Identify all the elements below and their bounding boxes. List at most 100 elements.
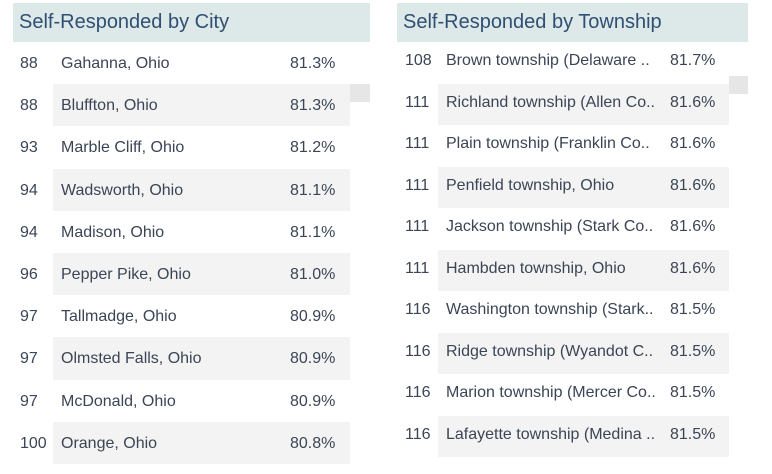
percent-cell: 81.2% (290, 139, 336, 157)
name-cell: Olmsted Falls, Ohio (61, 350, 202, 368)
name-cell: Washington township (Stark.. (446, 301, 654, 318)
percent-cell: 81.6% (670, 218, 716, 235)
township-rows: 108 Brown township (Delaware .. 81.7% 111 Ri… (397, 42, 748, 457)
table-row[interactable]: 116 Marion township (Mercer Co.. 81.5% (397, 374, 748, 416)
city-rows: 88 Gahanna, Ohio 81.3% 88 Bluffton, Ohio 81.3… (13, 42, 370, 464)
percent-cell: 80.9% (290, 350, 336, 368)
name-cell: Marion township (Mercer Co.. (446, 384, 656, 401)
table-row[interactable]: 108 Brown township (Delaware .. 81.7% (397, 42, 748, 84)
city-panel-title: Self-Responded by City (13, 3, 370, 42)
rank-cell: 111 (405, 93, 430, 111)
rank-cell: 116 (405, 384, 431, 401)
rank-cell: 88 (20, 97, 38, 115)
table-row[interactable]: 96 Pepper Pike, Ohio 81.0% (13, 252, 370, 296)
row-band (53, 421, 350, 464)
rank-cell: 111 (405, 259, 430, 277)
name-cell: Plain township (Franklin Co.. (446, 135, 650, 152)
table-row[interactable]: 111 Hambden township, Ohio 81.6% (397, 249, 748, 291)
percent-cell: 80.8% (290, 434, 336, 452)
rank-cell: 100 (20, 434, 47, 452)
name-cell: Penfield township, Ohio (446, 176, 615, 194)
percent-cell: 81.3% (290, 97, 336, 115)
row-band (438, 166, 729, 208)
percent-cell: 81.7% (670, 52, 716, 69)
rank-cell: 88 (20, 55, 38, 72)
table-row[interactable]: 111 Richland township (Allen Co.. 81.6% (397, 83, 748, 125)
name-cell: Tallmadge, Ohio (61, 308, 177, 326)
table-row[interactable]: 88 Gahanna, Ohio 81.3% (13, 42, 370, 84)
name-cell: Jackson township (Stark Co.. (446, 218, 654, 235)
table-row[interactable]: 116 Lafayette township (Medina .. 81.5% (397, 415, 748, 457)
name-cell: Lafayette township (Medina .. (446, 425, 656, 443)
rank-cell: 97 (20, 392, 38, 410)
row-band (438, 249, 729, 291)
row-band (53, 252, 350, 296)
row-band (438, 83, 729, 125)
name-cell: Gahanna, Ohio (61, 55, 170, 72)
township-panel-title: Self-Responded by Township (397, 3, 748, 42)
percent-cell: 80.9% (290, 392, 336, 410)
table-row[interactable]: 100 Orange, Ohio 80.8% (13, 421, 370, 464)
percent-cell: 81.6% (670, 135, 716, 152)
name-cell: Richland township (Allen Co.. (446, 93, 655, 111)
rank-cell: 116 (405, 342, 431, 360)
name-cell: Pepper Pike, Ohio (61, 265, 191, 283)
percent-cell: 81.5% (670, 425, 716, 443)
name-cell: Hambden township, Ohio (446, 259, 626, 277)
percent-cell: 81.1% (290, 223, 336, 241)
table-row[interactable]: 111 Penfield township, Ohio 81.6% (397, 166, 748, 208)
city-scrollbar-thumb[interactable] (350, 84, 370, 102)
table-row[interactable]: 116 Washington township (Stark.. 81.5% (397, 291, 748, 333)
rank-cell: 96 (20, 265, 38, 283)
table-row[interactable]: 97 Tallmadge, Ohio 80.9% (13, 295, 370, 337)
row-band (53, 337, 350, 380)
percent-cell: 81.1% (290, 181, 336, 199)
percent-cell: 80.9% (290, 308, 336, 326)
row-band (438, 332, 729, 374)
percent-cell: 81.5% (670, 342, 716, 360)
name-cell: Ridge township (Wyandot C.. (446, 342, 654, 360)
row-band (438, 415, 729, 457)
rank-cell: 111 (405, 218, 430, 235)
rank-cell: 97 (20, 308, 38, 326)
rank-cell: 108 (405, 52, 432, 69)
percent-cell: 81.5% (670, 301, 716, 318)
rank-cell: 111 (405, 135, 430, 152)
percent-cell: 81.0% (290, 265, 336, 283)
percent-cell: 81.6% (670, 176, 716, 194)
table-row[interactable]: 94 Wadsworth, Ohio 81.1% (13, 168, 370, 211)
table-row[interactable]: 94 Madison, Ohio 81.1% (13, 211, 370, 253)
rank-cell: 94 (20, 223, 38, 241)
rank-cell: 111 (405, 176, 430, 194)
name-cell: Bluffton, Ohio (61, 97, 158, 115)
city-table[interactable]: 88 Gahanna, Ohio 81.3% 88 Bluffton, Ohio 81.3… (13, 42, 370, 464)
table-row[interactable]: 97 McDonald, Ohio 80.9% (13, 380, 370, 422)
row-band (53, 84, 350, 127)
table-row[interactable]: 111 Plain township (Franklin Co.. 81.6% (397, 125, 748, 167)
percent-cell: 81.6% (670, 93, 716, 111)
name-cell: Brown township (Delaware .. (446, 52, 650, 69)
percent-cell: 81.3% (290, 55, 336, 72)
percent-cell: 81.5% (670, 384, 716, 401)
rank-cell: 94 (20, 181, 38, 199)
rank-cell: 116 (405, 425, 431, 443)
rank-cell: 93 (20, 139, 38, 157)
city-panel: Self-Responded by City 88 Gahanna, Ohio 81… (13, 3, 370, 464)
table-row[interactable]: 111 Jackson township (Stark Co.. 81.6% (397, 208, 748, 250)
percent-cell: 81.6% (670, 259, 716, 277)
name-cell: Orange, Ohio (61, 434, 158, 452)
name-cell: Madison, Ohio (61, 223, 165, 241)
township-panel: Self-Responded by Township 108 Brown town… (397, 3, 748, 457)
table-row[interactable]: 116 Ridge township (Wyandot C.. 81.5% (397, 332, 748, 374)
table-row[interactable]: 97 Olmsted Falls, Ohio 80.9% (13, 337, 370, 380)
table-row[interactable]: 93 Marble Cliff, Ohio 81.2% (13, 126, 370, 168)
name-cell: McDonald, Ohio (61, 392, 176, 410)
name-cell: Marble Cliff, Ohio (61, 139, 185, 157)
rank-cell: 116 (405, 301, 431, 318)
township-scrollbar-thumb[interactable] (729, 76, 748, 94)
row-band (53, 168, 350, 211)
rank-cell: 97 (20, 350, 38, 368)
township-table[interactable]: 108 Brown township (Delaware .. 81.7% 111 Ri… (397, 42, 748, 457)
name-cell: Wadsworth, Ohio (61, 181, 184, 199)
table-row[interactable]: 88 Bluffton, Ohio 81.3% (13, 84, 370, 127)
